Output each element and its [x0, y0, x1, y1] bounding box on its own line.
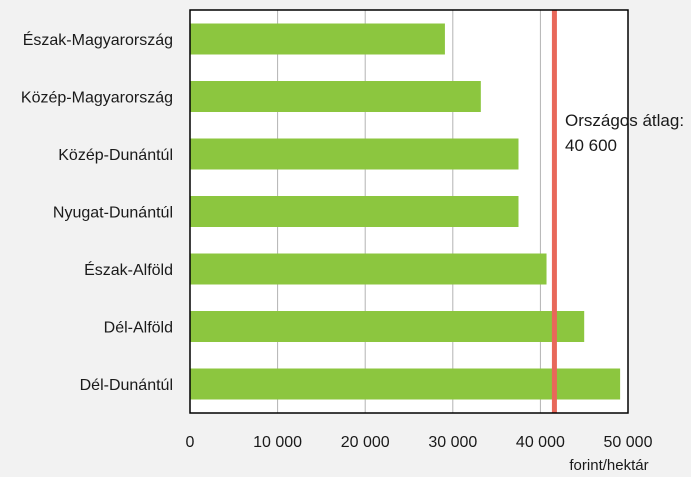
bar-6	[190, 311, 585, 342]
bar-1	[190, 23, 445, 55]
plot-frame	[189, 9, 629, 414]
bar-2	[190, 81, 481, 112]
category-label-4: Nyugat-Dunántúl	[53, 205, 173, 222]
x-tick-label-4: 40 000	[516, 434, 565, 451]
category-labels: Észak-Magyarország Közép-Magyarország Közé…	[21, 30, 173, 394]
x-tick-label-3: 30 000	[428, 434, 477, 451]
bars	[190, 23, 621, 400]
bar-7	[190, 368, 621, 400]
ref-line-label-1: Országos átlag:	[565, 111, 684, 130]
x-axis-unit-label: forint/hektár	[569, 457, 648, 474]
category-label-6: Dél-Alföld	[104, 320, 173, 337]
x-tick-label-5: 50 000	[604, 434, 653, 451]
x-tick-label-2: 20 000	[341, 434, 390, 451]
category-label-5: Észak-Alföld	[84, 260, 173, 279]
category-label-2: Közép-Magyarország	[21, 90, 173, 107]
x-tick-label-1: 10 000	[253, 434, 302, 451]
x-tick-label-0: 0	[186, 434, 195, 451]
ref-line-label-2: 40 600	[565, 136, 617, 155]
category-label-1: Észak-Magyarország	[23, 30, 173, 49]
bar-3	[190, 138, 519, 170]
category-label-7: Dél-Dunántúl	[80, 377, 173, 394]
category-label-3: Közép-Dunántúl	[58, 147, 173, 164]
x-tick-labels: 0 10 000 20 000 30 000 40 000 50 000	[186, 434, 653, 451]
bar-4	[190, 196, 519, 227]
bar-5	[190, 253, 547, 285]
